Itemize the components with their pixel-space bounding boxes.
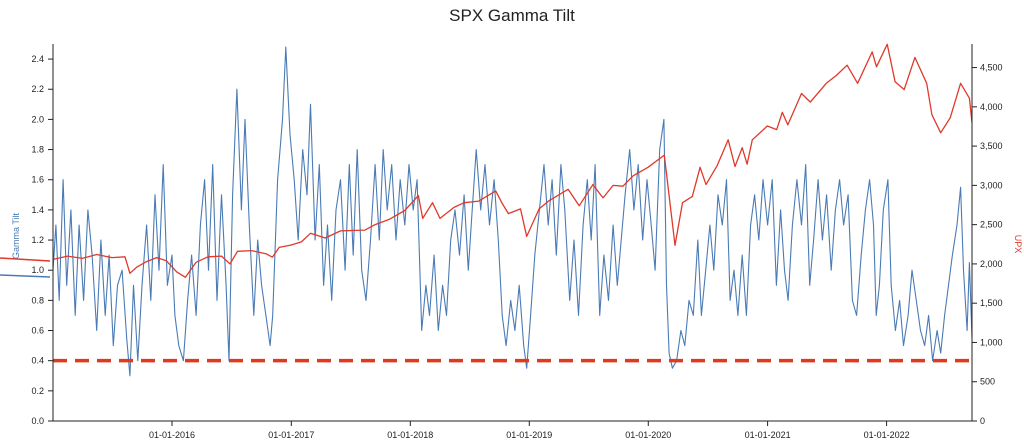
axis-legend-marks bbox=[0, 257, 51, 278]
y2-tick-label: 3,500 bbox=[980, 141, 1003, 151]
y2-axis-label: UPX bbox=[1013, 235, 1023, 254]
x-tick-label: 01-01-2018 bbox=[387, 430, 433, 440]
y-tick-label: 0.6 bbox=[31, 326, 44, 336]
x-tick-label: 01-01-2019 bbox=[506, 430, 552, 440]
upx-series bbox=[52, 43, 973, 278]
y-tick-label: 1.4 bbox=[31, 205, 44, 215]
x-tick-label: 01-01-2021 bbox=[745, 430, 791, 440]
y-tick-label: 0.0 bbox=[31, 416, 44, 426]
chart-title: SPX Gamma Tilt bbox=[449, 6, 575, 25]
y-tick-label: 0.2 bbox=[31, 386, 44, 396]
y2-tick-label: 2,000 bbox=[980, 259, 1003, 269]
y2-tick-label: 500 bbox=[980, 377, 995, 387]
y-tick-label: 0.4 bbox=[31, 356, 44, 366]
x-tick-label: 01-01-2022 bbox=[864, 430, 910, 440]
y2-tick-label: 4,500 bbox=[980, 63, 1003, 73]
y-tick-label: 2.4 bbox=[31, 54, 44, 64]
gamma-tilt-line bbox=[52, 46, 973, 377]
y-tick-label: 1.0 bbox=[31, 265, 44, 275]
y-tick-label: 1.6 bbox=[31, 175, 44, 185]
y-axis-label: Gamma Tilt bbox=[11, 213, 21, 260]
x-tick-label: 01-01-2016 bbox=[149, 430, 195, 440]
x-tick-label: 01-01-2020 bbox=[625, 430, 671, 440]
y-tick-label: 0.8 bbox=[31, 295, 44, 305]
y-tick-label: 2.2 bbox=[31, 84, 44, 94]
gamma-tilt-series bbox=[52, 46, 973, 377]
y-tick-label: 1.8 bbox=[31, 145, 44, 155]
y2-tick-label: 4,000 bbox=[980, 102, 1003, 112]
y-tick-label: 2.0 bbox=[31, 114, 44, 124]
upx-line bbox=[52, 43, 973, 278]
y2-tick-label: 1,000 bbox=[980, 337, 1003, 347]
gamma-tilt-legend-mark bbox=[0, 274, 51, 278]
y2-tick-label: 1,500 bbox=[980, 298, 1003, 308]
y2-tick-label: 3,000 bbox=[980, 180, 1003, 190]
y2-tick-label: 0 bbox=[980, 416, 985, 426]
x-tick-label: 01-01-2017 bbox=[268, 430, 314, 440]
axes: 0.0 0.2 0.4 0.6 0.8 1.0 1.2 1.4 1.6 1.8 2.0 2.2 2.4 0… bbox=[31, 44, 1003, 440]
y2-tick-label: 2,500 bbox=[980, 220, 1003, 230]
y-tick-label: 1.2 bbox=[31, 235, 44, 245]
upx-legend-mark bbox=[0, 257, 51, 262]
